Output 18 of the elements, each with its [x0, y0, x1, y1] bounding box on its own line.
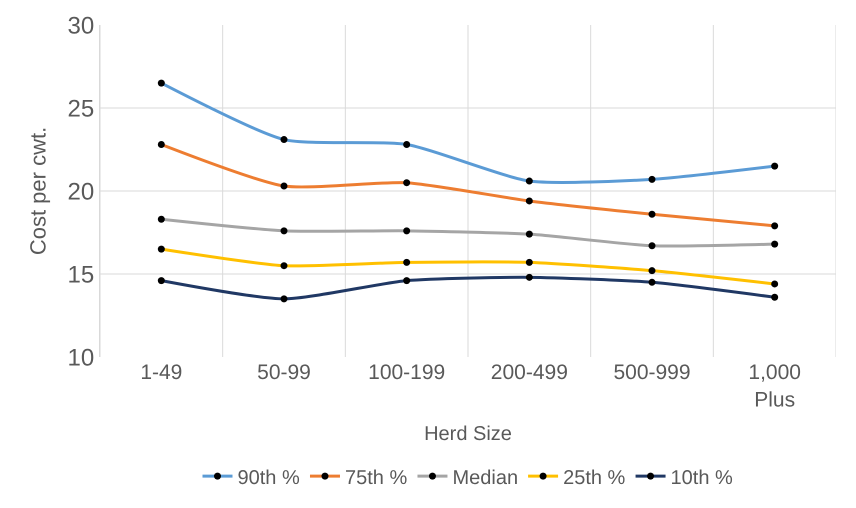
legend-label: 25th %	[563, 466, 626, 489]
x-tick-label: 1,000 Plus	[748, 361, 801, 412]
y-tick-label: 20	[67, 178, 94, 206]
x-tick-label: 200-499	[490, 361, 568, 384]
y-tick-label: 15	[67, 261, 94, 288]
legend-label: 90th %	[238, 466, 300, 489]
y-tick-label: 30	[67, 12, 94, 40]
x-tick-label: 50-99	[257, 361, 311, 384]
x-tick-label: 100-199	[368, 361, 446, 384]
y-tick-label: 25	[67, 95, 94, 122]
x-tick-label: 1-49	[140, 361, 182, 384]
y-tick-label: 10	[67, 344, 94, 372]
legend-label: 75th %	[344, 466, 408, 489]
legend-label: Median	[452, 466, 518, 489]
x-axis-title: Herd Size	[424, 422, 512, 445]
y-axis-title: Cost per cwt.	[25, 126, 50, 256]
x-tick-label: 500-999	[613, 361, 691, 384]
legend-label: 10th %	[670, 466, 734, 489]
